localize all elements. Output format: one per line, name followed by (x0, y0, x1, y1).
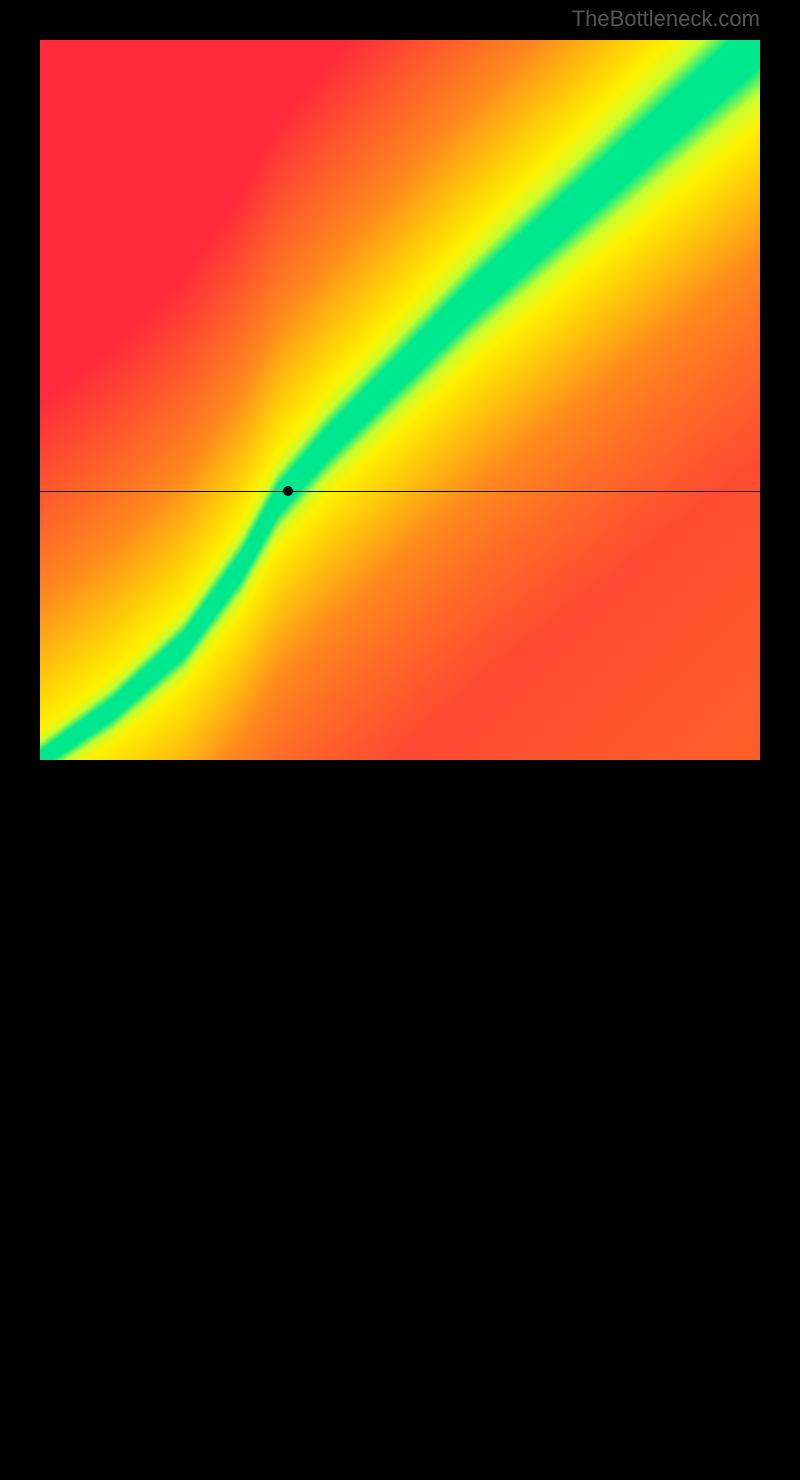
watermark-text: TheBottleneck.com (572, 6, 760, 32)
heatmap-plot (40, 40, 760, 760)
crosshair-horizontal (40, 491, 760, 492)
crosshair-marker (283, 486, 293, 496)
heatmap-canvas (40, 40, 760, 760)
crosshair-vertical (288, 760, 289, 1480)
